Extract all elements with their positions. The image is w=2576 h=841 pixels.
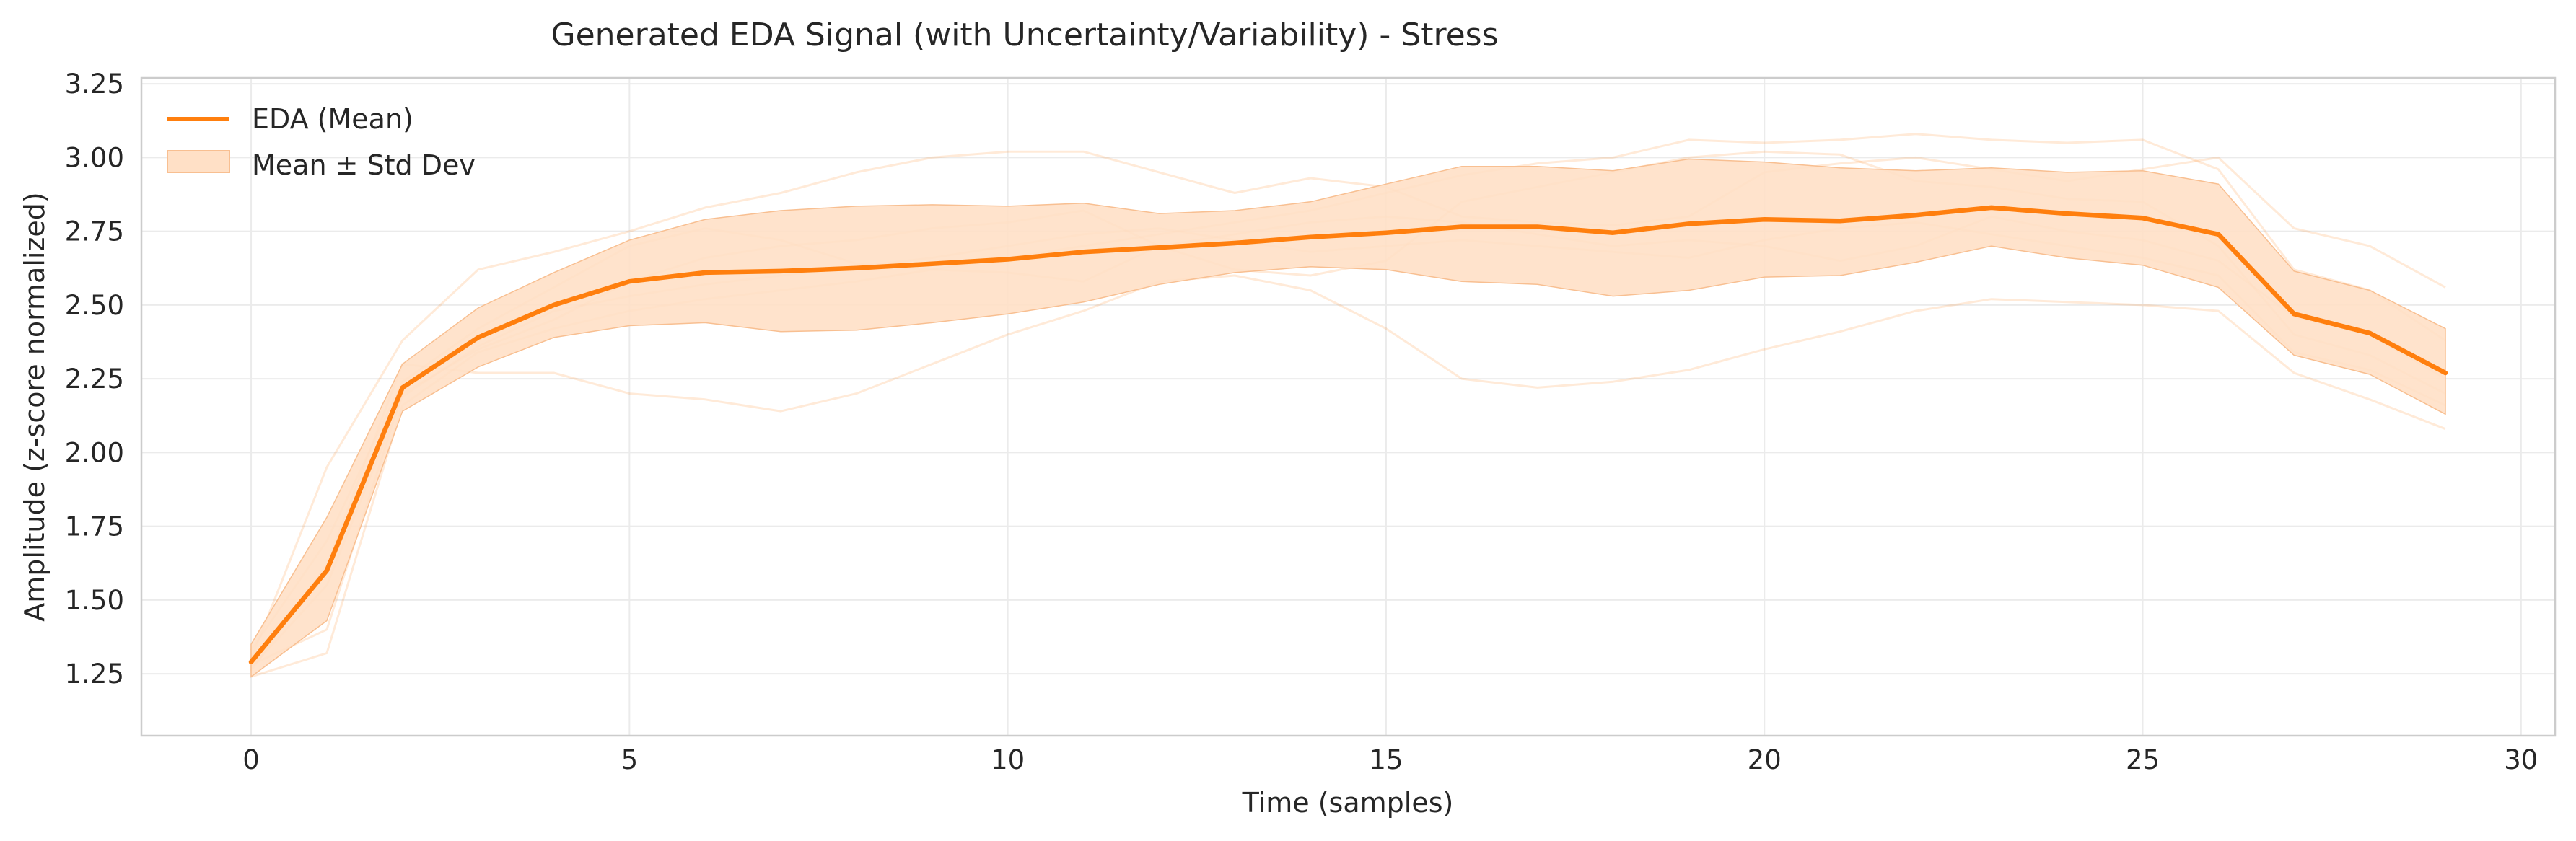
mean-line xyxy=(248,205,2448,665)
x-axis-label: Time (samples) xyxy=(1242,787,1454,819)
y-tick-label-2: 1.75 xyxy=(65,511,124,542)
x-gridlines xyxy=(250,78,2522,736)
x-tick-label-4: 20 xyxy=(1748,744,1782,775)
sample-trace-1 xyxy=(250,274,2446,672)
axes-frame xyxy=(140,76,2557,737)
y-tick-label-5: 2.50 xyxy=(65,290,124,321)
std-dev-band xyxy=(250,158,2446,678)
x-tick-label-5: 25 xyxy=(2126,744,2160,775)
chart-title: Generated EDA Signal (with Uncertainty/V… xyxy=(551,17,1499,53)
y-tick-label-6: 2.75 xyxy=(65,216,124,247)
legend-band-label: Mean ± Std Dev xyxy=(252,149,476,181)
x-tick-label-3: 15 xyxy=(1369,744,1403,775)
x-tick-label-1: 5 xyxy=(621,744,639,775)
y-tick-label-0: 1.25 xyxy=(65,659,124,690)
y-tick-labels: 1.25 1.50 1.75 2.00 2.25 2.50 2.75 3.00 3.25 xyxy=(65,69,124,690)
x-tick-label-2: 10 xyxy=(991,744,1025,775)
legend-mean-label: EDA (Mean) xyxy=(252,103,413,135)
x-tick-label-6: 30 xyxy=(2504,744,2538,775)
y-tick-label-4: 2.25 xyxy=(65,364,124,395)
x-tick-label-0: 0 xyxy=(242,744,260,775)
x-tick-labels: 0 5 10 15 20 25 30 xyxy=(242,744,2538,775)
axes-background xyxy=(141,78,2555,736)
legend: EDA (Mean) Mean ± Std Dev xyxy=(167,103,476,181)
plot-area xyxy=(140,76,2557,737)
y-tick-label-7: 3.00 xyxy=(65,142,124,173)
y-tick-label-1: 1.50 xyxy=(65,585,124,616)
y-axis-label: Amplitude (z-score normalized) xyxy=(19,192,51,621)
legend-band-swatch xyxy=(167,150,230,173)
y-tick-label-8: 3.25 xyxy=(65,69,124,100)
y-tick-label-3: 2.00 xyxy=(65,437,124,468)
